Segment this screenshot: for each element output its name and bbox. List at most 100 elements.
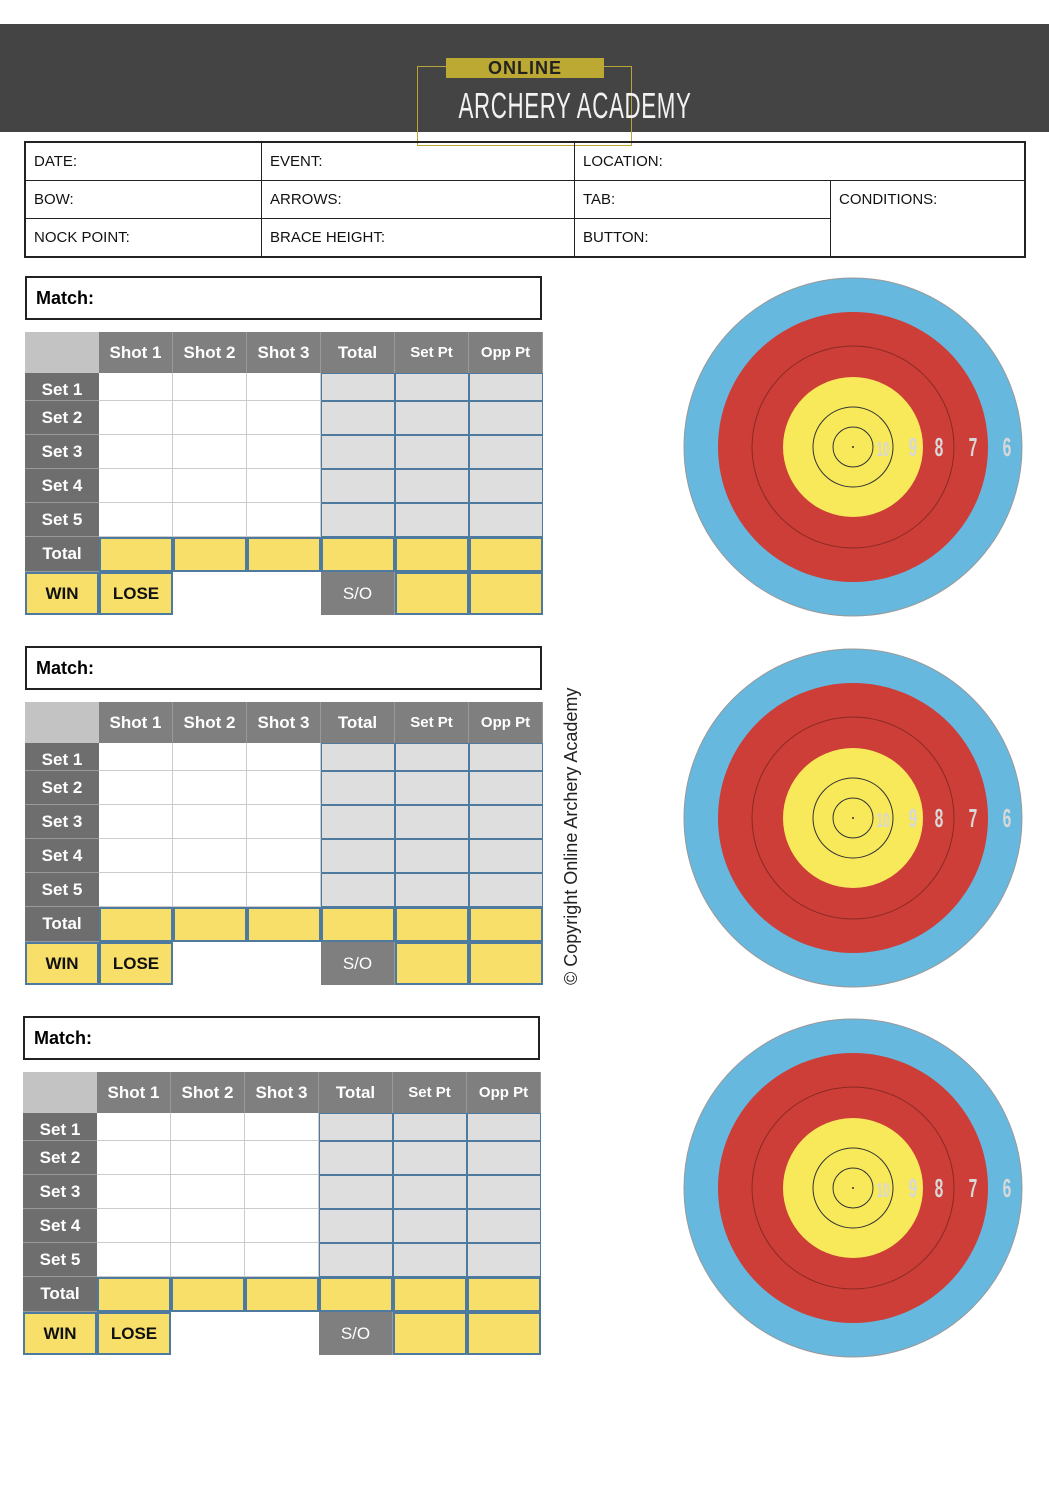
shot-score-cell[interactable]: [173, 805, 247, 839]
shot-score-cell[interactable]: [99, 435, 173, 469]
set-score-cell[interactable]: [469, 503, 543, 537]
shoot-off-cell[interactable]: [395, 572, 469, 615]
set-score-cell[interactable]: [395, 435, 469, 469]
shot-score-cell[interactable]: [247, 743, 321, 771]
brace-height-field[interactable]: BRACE HEIGHT:: [262, 219, 575, 256]
set-score-cell[interactable]: [395, 771, 469, 805]
shot-score-cell[interactable]: [99, 873, 173, 907]
shot-score-cell[interactable]: [99, 373, 173, 401]
shot-score-cell[interactable]: [247, 771, 321, 805]
shot-score-cell[interactable]: [173, 873, 247, 907]
set-score-cell[interactable]: [321, 469, 395, 503]
set-score-cell[interactable]: [467, 1175, 541, 1209]
total-cell[interactable]: [97, 1277, 171, 1312]
match-title-field[interactable]: Match:: [25, 646, 542, 690]
lose-button[interactable]: LOSE: [97, 1312, 171, 1355]
shot-score-cell[interactable]: [173, 469, 247, 503]
shot-score-cell[interactable]: [245, 1141, 319, 1175]
shoot-off-opp-cell[interactable]: [469, 572, 543, 615]
shot-score-cell[interactable]: [247, 873, 321, 907]
shot-score-cell[interactable]: [99, 401, 173, 435]
set-score-cell[interactable]: [319, 1113, 393, 1141]
shot-score-cell[interactable]: [171, 1141, 245, 1175]
set-score-cell[interactable]: [393, 1113, 467, 1141]
set-score-cell[interactable]: [469, 743, 543, 771]
total-cell[interactable]: [247, 907, 321, 942]
set-score-cell[interactable]: [395, 503, 469, 537]
shot-score-cell[interactable]: [173, 503, 247, 537]
set-score-cell[interactable]: [319, 1141, 393, 1175]
date-field[interactable]: DATE:: [26, 143, 262, 181]
shot-score-cell[interactable]: [173, 435, 247, 469]
arrows-field[interactable]: ARROWS:: [262, 181, 575, 219]
shot-score-cell[interactable]: [171, 1175, 245, 1209]
shot-score-cell[interactable]: [173, 839, 247, 873]
shoot-off-cell[interactable]: [395, 942, 469, 985]
set-score-cell[interactable]: [469, 435, 543, 469]
match-title-field[interactable]: Match:: [23, 1016, 540, 1060]
shot-score-cell[interactable]: [173, 743, 247, 771]
set-score-cell[interactable]: [469, 873, 543, 907]
shot-score-cell[interactable]: [173, 373, 247, 401]
location-field[interactable]: LOCATION:: [575, 143, 1024, 181]
set-score-cell[interactable]: [321, 373, 395, 401]
archery-target[interactable]: 10 9 8 7 6: [681, 646, 1025, 990]
button-field[interactable]: BUTTON:: [575, 219, 831, 256]
shot-score-cell[interactable]: [97, 1113, 171, 1141]
total-cell[interactable]: [247, 537, 321, 572]
set-score-cell[interactable]: [469, 373, 543, 401]
archery-target[interactable]: 10 9 8 7 6: [681, 275, 1025, 619]
set-score-cell[interactable]: [467, 1243, 541, 1277]
total-cell[interactable]: [173, 537, 247, 572]
conditions-field[interactable]: CONDITIONS:: [839, 191, 938, 208]
total-cell[interactable]: [467, 1277, 541, 1312]
total-cell[interactable]: [395, 907, 469, 942]
set-score-cell[interactable]: [469, 401, 543, 435]
shoot-off-cell[interactable]: [393, 1312, 467, 1355]
set-score-cell[interactable]: [469, 771, 543, 805]
total-cell[interactable]: [319, 1277, 393, 1312]
set-score-cell[interactable]: [395, 743, 469, 771]
set-score-cell[interactable]: [393, 1209, 467, 1243]
total-cell[interactable]: [171, 1277, 245, 1312]
shot-score-cell[interactable]: [99, 503, 173, 537]
set-score-cell[interactable]: [469, 839, 543, 873]
shot-score-cell[interactable]: [97, 1141, 171, 1175]
shot-score-cell[interactable]: [97, 1175, 171, 1209]
set-score-cell[interactable]: [469, 805, 543, 839]
shot-score-cell[interactable]: [171, 1113, 245, 1141]
set-score-cell[interactable]: [319, 1175, 393, 1209]
set-score-cell[interactable]: [395, 469, 469, 503]
shot-score-cell[interactable]: [247, 373, 321, 401]
set-score-cell[interactable]: [395, 805, 469, 839]
shot-score-cell[interactable]: [247, 839, 321, 873]
set-score-cell[interactable]: [393, 1141, 467, 1175]
lose-button[interactable]: LOSE: [99, 572, 173, 615]
set-score-cell[interactable]: [321, 873, 395, 907]
total-cell[interactable]: [321, 907, 395, 942]
set-score-cell[interactable]: [321, 743, 395, 771]
shot-score-cell[interactable]: [99, 805, 173, 839]
shot-score-cell[interactable]: [247, 503, 321, 537]
total-cell[interactable]: [99, 907, 173, 942]
set-score-cell[interactable]: [467, 1141, 541, 1175]
set-score-cell[interactable]: [321, 771, 395, 805]
shot-score-cell[interactable]: [97, 1243, 171, 1277]
total-cell[interactable]: [245, 1277, 319, 1312]
set-score-cell[interactable]: [319, 1243, 393, 1277]
set-score-cell[interactable]: [393, 1243, 467, 1277]
total-cell[interactable]: [173, 907, 247, 942]
total-cell[interactable]: [393, 1277, 467, 1312]
shot-score-cell[interactable]: [247, 435, 321, 469]
total-cell[interactable]: [469, 907, 543, 942]
win-button[interactable]: WIN: [25, 942, 99, 985]
set-score-cell[interactable]: [395, 373, 469, 401]
set-score-cell[interactable]: [321, 401, 395, 435]
win-button[interactable]: WIN: [25, 572, 99, 615]
shot-score-cell[interactable]: [173, 771, 247, 805]
total-cell[interactable]: [469, 537, 543, 572]
set-score-cell[interactable]: [395, 401, 469, 435]
bow-field[interactable]: BOW:: [26, 181, 262, 219]
set-score-cell[interactable]: [321, 839, 395, 873]
set-score-cell[interactable]: [395, 873, 469, 907]
